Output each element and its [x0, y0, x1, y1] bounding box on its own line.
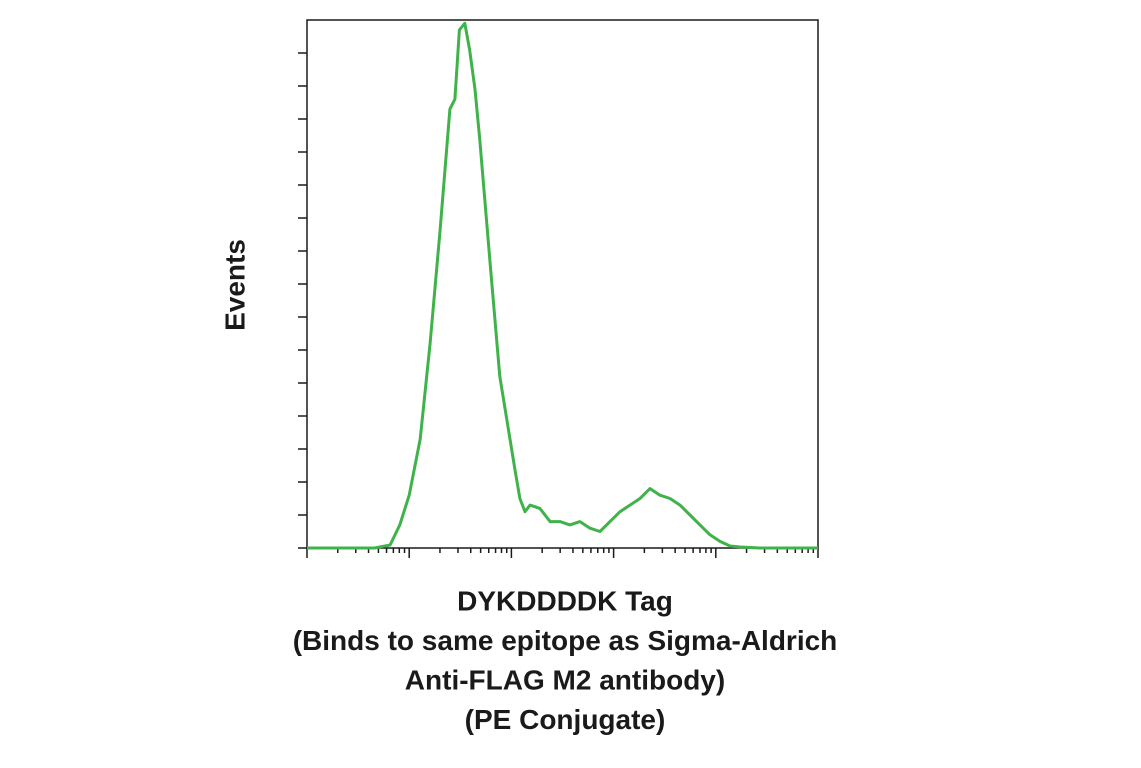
x-axis-label: (PE Conjugate): [465, 704, 666, 735]
x-axis-label: (Binds to same epitope as Sigma-Aldrich: [293, 625, 838, 656]
x-axis-label: Anti-FLAG M2 antibody): [405, 664, 725, 695]
plot-frame: [306, 19, 819, 549]
x-axis-label: DYKDDDDK Tag: [457, 585, 673, 616]
y-axis-label: Events: [219, 239, 250, 331]
histogram-line: [307, 21, 818, 550]
